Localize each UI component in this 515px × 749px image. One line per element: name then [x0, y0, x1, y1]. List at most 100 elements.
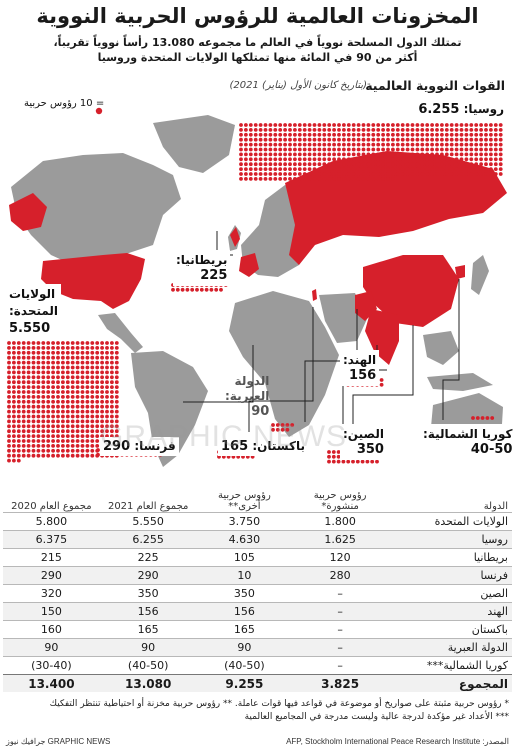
warhead-dot-russia — [283, 152, 287, 157]
warhead-dot-russia — [464, 132, 469, 137]
warhead-dot-usa — [80, 375, 85, 380]
warhead-dot-russia — [493, 167, 498, 171]
warhead-dot-russia — [376, 172, 381, 176]
warhead-dot-usa — [51, 390, 55, 394]
table-row: روسيا 1.625 4.630 6.255 6.375 — [3, 530, 512, 549]
warhead-dot-russia — [293, 152, 297, 157]
warhead-dot-china — [336, 450, 341, 454]
warhead-dot-russia — [400, 167, 405, 171]
warhead-dot-usa — [110, 390, 114, 394]
warhead-dot-russia — [239, 142, 243, 147]
warhead-dot-russia — [244, 147, 248, 152]
cell-country: الدولة العبرية — [387, 638, 512, 657]
warhead-dot-usa — [21, 385, 26, 389]
warhead-dot-russia — [244, 152, 248, 157]
warhead-dot-usa — [51, 409, 55, 414]
warhead-dot-usa — [114, 375, 119, 380]
warhead-dot-china — [341, 459, 346, 464]
warhead-dot-russia — [361, 123, 366, 127]
warhead-dot-russia — [459, 137, 464, 142]
warhead-dot-usa — [100, 360, 104, 365]
table-row: بريطانيا 120 105 225 215 — [3, 548, 512, 567]
warhead-dot-usa — [16, 434, 21, 438]
warhead-dot-russia — [248, 147, 253, 152]
warhead-dot-usa — [75, 444, 80, 448]
warhead-dot-russia — [307, 123, 312, 127]
cell-deployed: 1.625 — [292, 530, 388, 549]
warhead-dot-usa — [36, 409, 41, 414]
warhead-dot-russia — [312, 157, 317, 162]
warhead-dot-usa — [16, 444, 21, 448]
cell-total-2021: 350 — [99, 584, 197, 603]
warhead-dot-usa — [75, 380, 80, 385]
warhead-dot-russia — [317, 132, 322, 137]
warhead-dot-usa — [95, 355, 100, 360]
warhead-dot-russia — [391, 142, 395, 147]
table-row: الهند –156 156 150 — [3, 602, 512, 621]
cell-deployed: 1.800 — [292, 512, 388, 531]
cell-total-2020: (30-40) — [3, 656, 100, 675]
warhead-dot-russia — [464, 123, 469, 127]
warhead-dot-usa — [70, 360, 75, 365]
warhead-dot-usa — [90, 365, 95, 370]
legend-text: = 10 رؤوس حربية — [24, 98, 105, 109]
warhead-dot-usa — [70, 453, 75, 458]
warhead-dot-russia — [425, 167, 430, 171]
warhead-dot-usa — [16, 346, 21, 350]
warhead-dot-russia — [386, 167, 390, 171]
cell-other: 4.630 — [196, 530, 293, 549]
warhead-dot-russia — [430, 157, 434, 162]
warhead-dot-russia — [440, 132, 444, 137]
warhead-dot-usa — [110, 360, 114, 365]
warhead-dot-usa — [95, 409, 100, 414]
warhead-dot-russia — [263, 152, 268, 157]
warhead-dot-russia — [395, 147, 400, 152]
table-header-row: الدولة رؤوس حربية منشورة* رؤوس حربية أخر… — [3, 472, 512, 513]
warhead-dot-usa — [75, 350, 80, 355]
warhead-dot-russia — [498, 142, 503, 147]
warhead-dot-usa — [70, 375, 75, 380]
warhead-dot-russia — [444, 142, 449, 147]
warhead-dot-russia — [283, 162, 287, 167]
warhead-dot-usa — [16, 360, 21, 365]
warhead-dot-russia — [297, 137, 302, 142]
warhead-dot-usa — [56, 375, 60, 380]
warhead-dot-russia — [263, 128, 268, 132]
warhead-dot-usa — [105, 370, 109, 375]
cell-other: 350 — [196, 584, 293, 603]
warhead-dot-russia — [312, 123, 317, 127]
warhead-dot-russia — [356, 147, 361, 152]
warhead-dot-russia — [469, 172, 474, 176]
warhead-dot-russia — [317, 152, 322, 157]
warhead-dot-russia — [351, 177, 356, 181]
warhead-dot-usa — [7, 444, 11, 448]
cell-other: 9.255 — [196, 674, 293, 692]
warhead-dot-russia — [361, 167, 366, 171]
warhead-dot-russia — [346, 123, 351, 127]
warhead-dot-russia — [302, 137, 307, 142]
warhead-dot-russia — [327, 167, 332, 171]
warhead-dot-russia — [400, 132, 405, 137]
warhead-dot-russia — [440, 167, 444, 171]
label-india-value: 156 — [349, 368, 377, 383]
warhead-dot-usa — [110, 355, 114, 360]
warhead-dot-usa — [12, 453, 16, 458]
warhead-dot-russia — [420, 157, 425, 162]
warhead-dot-russia — [342, 162, 346, 167]
warhead-dot-russia — [342, 123, 346, 127]
warhead-dot-usa — [105, 414, 109, 419]
warhead-dot-russia — [440, 123, 444, 127]
warhead-dot-russia — [449, 157, 454, 162]
warhead-dot-russia — [420, 147, 425, 152]
warhead-dot-russia — [484, 157, 488, 162]
warhead-dot-usa — [46, 414, 51, 419]
warhead-dot-russia — [376, 157, 381, 162]
warhead-dot-russia — [459, 142, 464, 147]
warhead-dot-usa — [26, 434, 31, 438]
warhead-dot-usa — [75, 341, 80, 345]
cell-country: باكستان — [387, 620, 512, 639]
warhead-dot-russia — [361, 128, 366, 132]
warhead-dot-usa — [16, 341, 21, 345]
warhead-dot-russia — [322, 152, 327, 157]
warhead-dot-russia — [425, 162, 430, 167]
